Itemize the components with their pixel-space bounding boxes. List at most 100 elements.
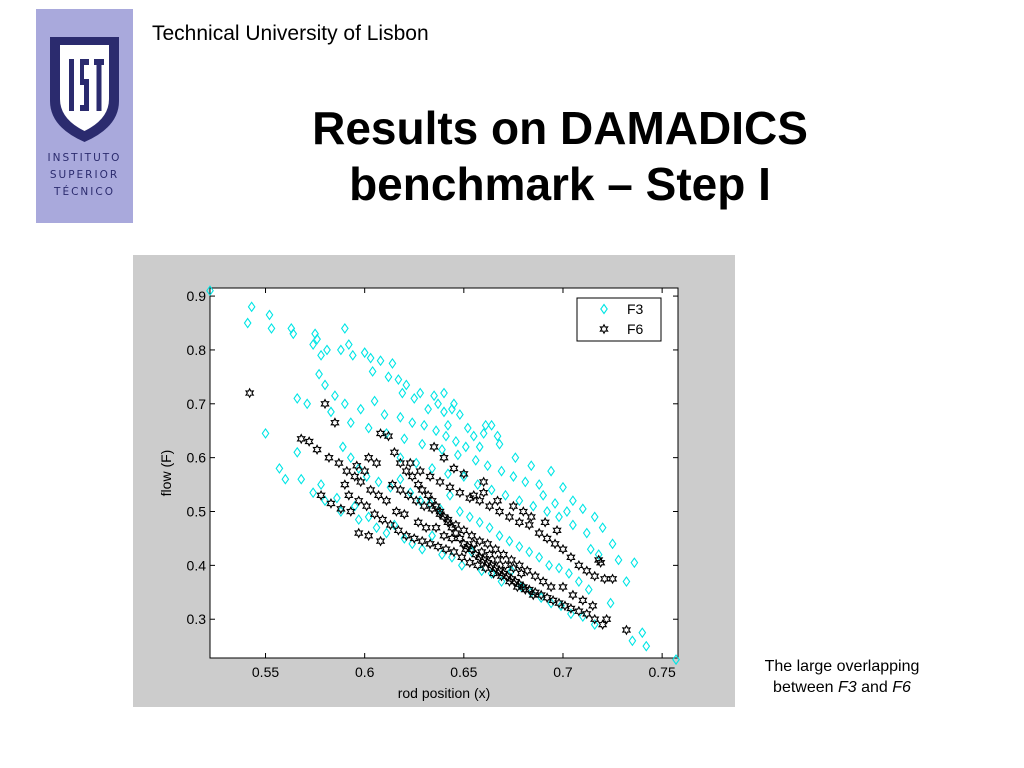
data-point-f6 xyxy=(395,484,406,496)
axes-layer: 0.55 0.6 0.65 0.7 0.75 0.3 0.4 0.5 0.6 0.7 0.8 0.9 xyxy=(187,288,678,680)
data-point-f3 xyxy=(428,462,436,474)
data-point-f3 xyxy=(452,436,460,447)
data-point-f3 xyxy=(398,387,407,399)
data-point-f6 xyxy=(371,457,382,469)
data-point-f6 xyxy=(447,522,457,534)
data-point-f6 xyxy=(469,538,479,550)
legend-box xyxy=(576,297,662,342)
data-point-f6 xyxy=(421,522,431,534)
data-point-f6 xyxy=(599,573,610,585)
data-point-f3 xyxy=(438,444,446,456)
x-tick-label: 0.6 xyxy=(355,664,375,680)
data-point-f6 xyxy=(526,511,536,523)
data-point-f6 xyxy=(324,452,334,464)
data-point-f3 xyxy=(614,554,623,566)
data-point-f3 xyxy=(455,409,464,421)
data-point-f3 xyxy=(247,301,256,313)
data-point-f6 xyxy=(566,551,576,563)
data-point-f6 xyxy=(500,559,511,571)
data-point-f3 xyxy=(487,567,496,579)
data-point-f6 xyxy=(361,500,372,512)
data-point-f6 xyxy=(405,457,415,469)
slide-title: Results on DAMADICS benchmark – Step I xyxy=(250,100,870,212)
data-point-f3 xyxy=(471,454,480,466)
legend-label-f6: F6 xyxy=(627,321,644,337)
data-point-f3 xyxy=(529,500,538,512)
data-point-f3 xyxy=(547,465,555,477)
data-point-f3 xyxy=(331,390,339,402)
data-point-f3 xyxy=(368,366,377,377)
data-point-f6 xyxy=(435,508,445,520)
figure-caption: The large overlapping between F3 and F6 xyxy=(735,656,949,698)
data-point-f6 xyxy=(401,530,411,542)
data-point-f6 xyxy=(478,476,489,488)
data-point-f6 xyxy=(457,551,467,563)
data-point-f3 xyxy=(481,419,490,431)
data-point-f3 xyxy=(440,387,448,399)
data-point-f3 xyxy=(317,479,325,491)
data-point-f3 xyxy=(574,576,583,587)
chart-legend: F3 F6 xyxy=(576,297,662,342)
data-point-f3 xyxy=(535,479,544,491)
data-point-f3 xyxy=(475,441,484,453)
data-point-f6 xyxy=(566,603,576,614)
data-point-f3 xyxy=(622,576,631,587)
data-point-f6 xyxy=(542,592,552,604)
data-point-f3 xyxy=(340,322,349,334)
data-point-f3 xyxy=(396,452,405,464)
data-point-f6 xyxy=(413,516,423,528)
data-point-f6 xyxy=(540,516,550,528)
data-point-f6 xyxy=(336,503,346,515)
data-point-f3 xyxy=(497,465,506,477)
caption-line-1: The large overlapping xyxy=(764,658,920,675)
legend-marker-f6-shape xyxy=(599,323,609,335)
caption-series-f6: F6 xyxy=(892,679,911,696)
data-point-f6 xyxy=(514,559,525,571)
data-point-f6 xyxy=(536,589,546,601)
data-point-f6 xyxy=(488,568,499,579)
data-point-f3 xyxy=(555,511,563,523)
data-point-f6 xyxy=(320,398,330,410)
data-point-f6 xyxy=(449,546,459,558)
data-point-f3 xyxy=(446,489,454,501)
data-point-f6 xyxy=(590,570,600,582)
data-point-f3 xyxy=(340,398,349,410)
data-point-f6 xyxy=(590,613,600,625)
data-point-f3 xyxy=(535,551,544,563)
y-tick-label: 0.4 xyxy=(187,557,207,573)
data-point-f3 xyxy=(497,576,506,587)
data-point-f6 xyxy=(377,514,388,525)
data-point-f6 xyxy=(350,471,360,482)
data-point-f3 xyxy=(293,392,302,404)
data-point-f6 xyxy=(504,511,515,523)
legend-label-f3: F3 xyxy=(627,301,644,317)
data-point-f6 xyxy=(431,500,441,512)
data-point-f3 xyxy=(376,355,385,367)
data-point-f6 xyxy=(524,519,534,531)
data-point-f3 xyxy=(555,562,563,574)
data-point-f3 xyxy=(206,285,214,297)
x-tick-label: 0.55 xyxy=(252,664,279,680)
data-point-f6 xyxy=(312,444,322,455)
data-point-f6 xyxy=(494,506,505,517)
data-point-f6 xyxy=(443,516,453,528)
data-point-f6 xyxy=(417,535,427,547)
data-point-f3 xyxy=(563,506,571,517)
data-point-f3 xyxy=(396,473,405,485)
data-point-f6 xyxy=(534,527,544,539)
data-point-f6 xyxy=(514,516,525,528)
data-point-f6 xyxy=(550,538,560,550)
data-point-f6 xyxy=(552,524,562,536)
data-point-f6 xyxy=(387,479,398,490)
data-point-f3 xyxy=(590,511,599,523)
data-point-f6 xyxy=(574,559,584,571)
data-point-f6 xyxy=(375,428,386,439)
data-point-f3 xyxy=(289,328,298,340)
data-point-f3 xyxy=(354,462,363,474)
data-point-f3 xyxy=(638,627,647,639)
data-point-f6 xyxy=(595,557,606,569)
data-point-f3 xyxy=(465,511,474,523)
data-point-f3 xyxy=(515,495,524,507)
data-point-f6 xyxy=(385,519,396,531)
data-point-f3 xyxy=(426,497,434,509)
